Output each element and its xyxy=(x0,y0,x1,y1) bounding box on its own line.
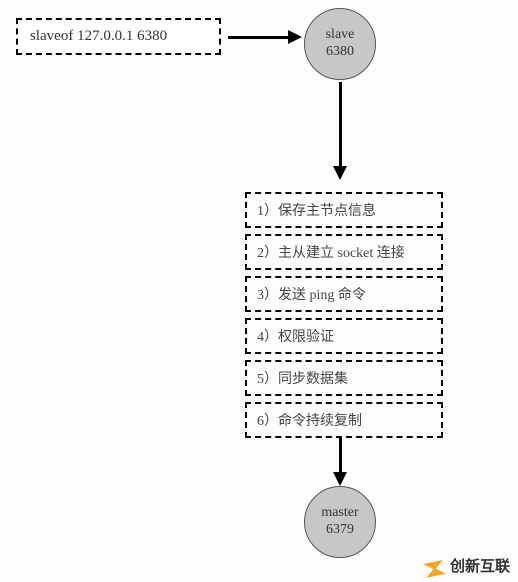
step-2-text: 2）主从建立 socket 连接 xyxy=(257,246,405,261)
step-4: 4）权限验证 xyxy=(245,318,443,354)
slave-label: slave xyxy=(326,27,355,44)
step-3: 3）发送 ping 命令 xyxy=(245,276,443,312)
master-node: master 6379 xyxy=(304,486,376,558)
step-5-text: 5）同步数据集 xyxy=(257,372,348,387)
arrow-command-to-slave xyxy=(228,36,290,39)
step-6-text: 6）命令持续复制 xyxy=(257,414,362,429)
command-box: slaveof 127.0.0.1 6380 xyxy=(16,18,221,55)
step-5: 5）同步数据集 xyxy=(245,360,443,396)
command-text: slaveof 127.0.0.1 6380 xyxy=(30,28,167,44)
master-port: 6379 xyxy=(326,522,354,539)
arrow-command-to-slave-head xyxy=(288,30,302,44)
step-3-text: 3）发送 ping 命令 xyxy=(257,288,366,303)
arrow-steps-to-master-head xyxy=(333,472,347,486)
step-2: 2）主从建立 socket 连接 xyxy=(245,234,443,270)
watermark: 创新互联 xyxy=(424,555,510,576)
arrow-steps-to-master xyxy=(339,438,342,474)
step-4-text: 4）权限验证 xyxy=(257,330,334,345)
watermark-icon xyxy=(423,560,444,572)
arrow-slave-to-steps xyxy=(339,82,342,168)
slave-node: slave 6380 xyxy=(304,8,376,80)
step-1-text: 1）保存主节点信息 xyxy=(257,204,376,219)
slave-port: 6380 xyxy=(326,44,354,61)
watermark-text: 创新互联 xyxy=(450,555,510,576)
master-label: master xyxy=(321,505,358,522)
step-6: 6）命令持续复制 xyxy=(245,402,443,438)
arrow-slave-to-steps-head xyxy=(333,166,347,180)
step-1: 1）保存主节点信息 xyxy=(245,192,443,228)
